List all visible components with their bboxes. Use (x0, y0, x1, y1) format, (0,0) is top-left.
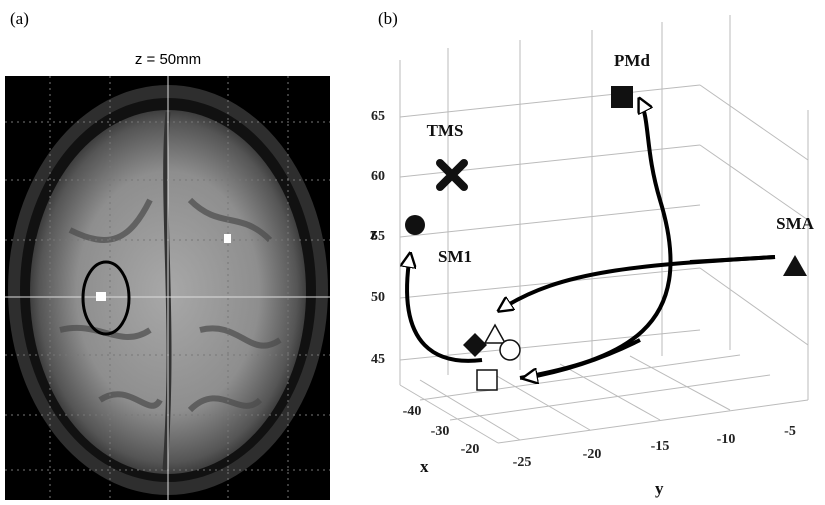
z-tick-label: 65 (371, 109, 385, 124)
y-tick-label: -25 (513, 455, 532, 470)
point-label: PMd (614, 51, 650, 70)
x-tick-label: -30 (431, 424, 450, 439)
x-tick-label: -40 (403, 404, 422, 419)
slice-title: z = 50mm (135, 51, 201, 68)
grid-3d (400, 15, 808, 443)
point-label: SMA (776, 214, 815, 233)
markers (405, 86, 807, 390)
page: {"panel_a": {"label": "(a)", "title": "z… (0, 0, 825, 505)
y-tick-label: -5 (784, 424, 796, 439)
y-tick-label: -10 (717, 432, 736, 447)
panel-label: (b) (378, 9, 398, 28)
x-axis-label: x (420, 457, 429, 476)
arrows (407, 100, 775, 378)
z-tick-label: 60 (371, 169, 385, 184)
z-axis-label: z (370, 224, 378, 243)
y-axis-label: y (655, 479, 664, 498)
point-label: SM1 (438, 247, 472, 266)
z-tick-label: 50 (371, 290, 385, 305)
mri-image (5, 76, 330, 500)
z-tick-label: 45 (371, 352, 385, 367)
x-tick-label: -20 (461, 442, 480, 457)
figure: (a) z = 50mm (b) (0, 0, 825, 505)
y-tick-label: -20 (583, 447, 602, 462)
y-tick-label: -15 (651, 439, 670, 454)
point-label: TMS (427, 121, 464, 140)
panel-label: (a) (10, 9, 29, 28)
